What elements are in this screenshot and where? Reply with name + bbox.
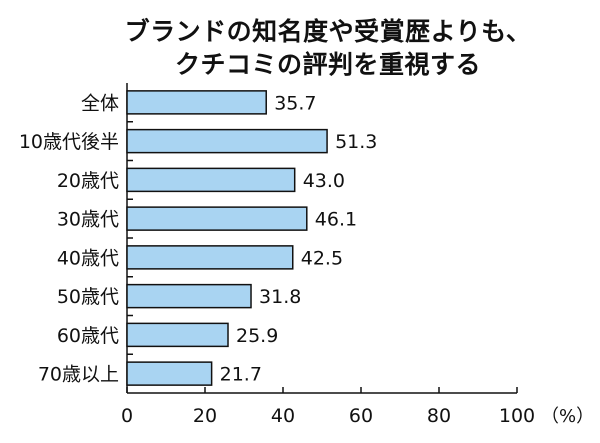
category-label: 20歳代 bbox=[57, 170, 119, 192]
bar bbox=[126, 283, 252, 309]
bar bbox=[126, 90, 267, 115]
x-tick-label: 100 bbox=[499, 405, 535, 427]
x-tick-label: 40 bbox=[271, 405, 295, 427]
category-label: 70歳以上 bbox=[38, 364, 119, 386]
bar bbox=[126, 128, 328, 154]
value-label: 21.7 bbox=[220, 364, 262, 386]
value-label: 42.5 bbox=[301, 247, 343, 269]
value-label: 46.1 bbox=[315, 209, 357, 231]
category-label: 全体 bbox=[81, 92, 119, 114]
chart-title-line-1: ブランドの知名度や受賞歴よりも、 bbox=[124, 17, 532, 46]
category-label: 60歳代 bbox=[57, 325, 119, 347]
category-label: 40歳代 bbox=[57, 247, 119, 269]
bar bbox=[126, 167, 296, 193]
value-label: 51.3 bbox=[335, 131, 377, 153]
x-tick-label: 60 bbox=[349, 405, 373, 427]
category-label: 50歳代 bbox=[57, 286, 119, 308]
chart-title-line-2: クチコミの評判を重視する bbox=[174, 50, 481, 79]
x-tick-label: 20 bbox=[193, 405, 217, 427]
x-tick-label: 0 bbox=[121, 405, 133, 427]
bar bbox=[126, 361, 213, 386]
value-label: 43.0 bbox=[303, 170, 345, 192]
value-label: 25.9 bbox=[236, 325, 278, 347]
bar bbox=[126, 245, 294, 270]
value-label: 31.8 bbox=[259, 286, 301, 308]
bar bbox=[126, 206, 308, 231]
category-label: 10歳代後半 bbox=[19, 131, 119, 153]
x-unit-label: （%） bbox=[541, 406, 594, 427]
category-label: 30歳代 bbox=[57, 209, 119, 231]
x-tick-label: 80 bbox=[427, 405, 451, 427]
value-label: 35.7 bbox=[274, 92, 316, 114]
bar bbox=[126, 322, 229, 348]
